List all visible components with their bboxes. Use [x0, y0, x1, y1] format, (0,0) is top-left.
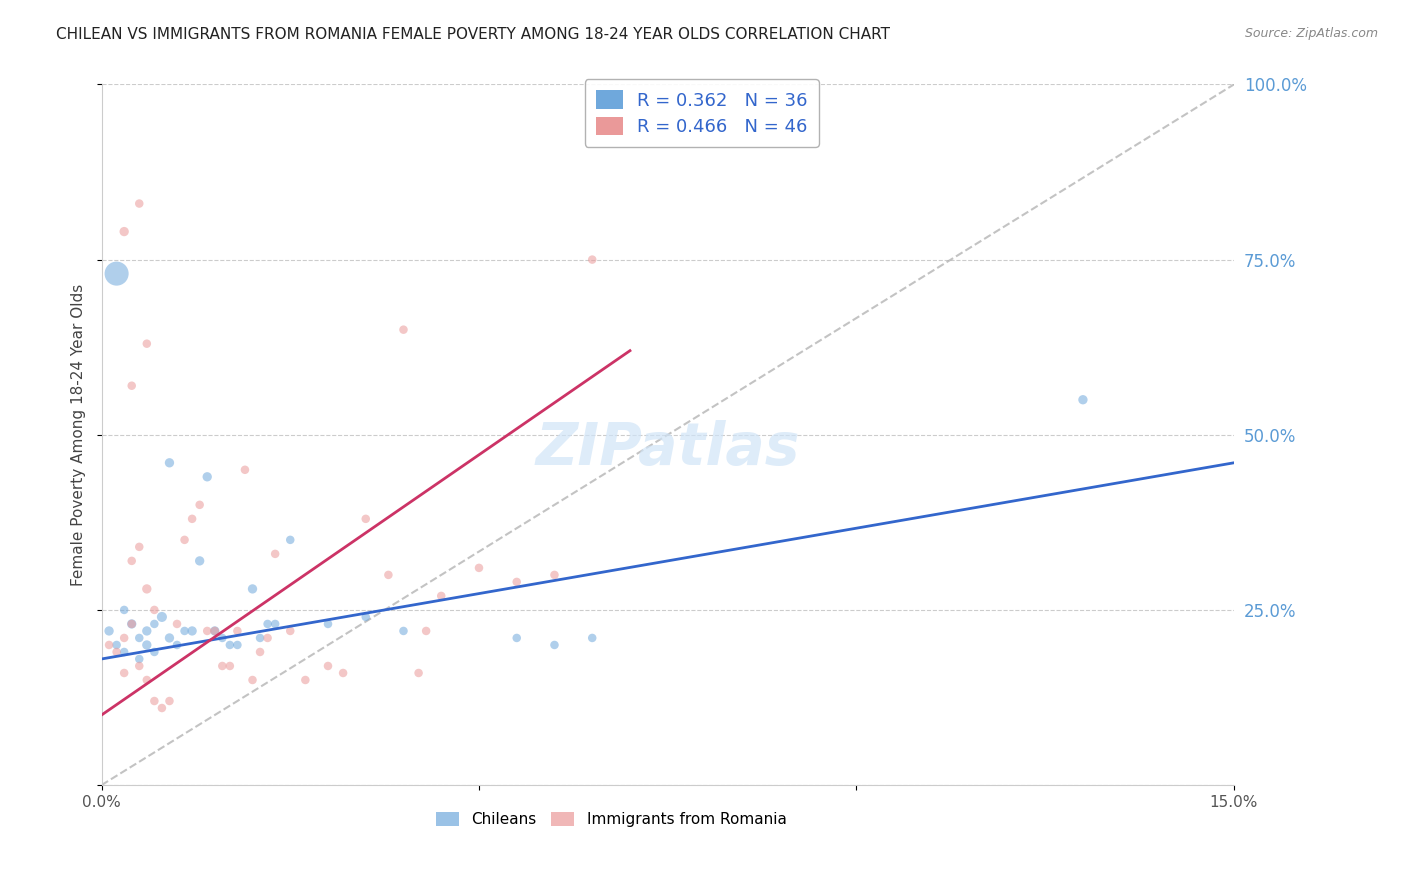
Point — [166, 616, 188, 631]
Point — [143, 694, 166, 708]
Point — [242, 582, 264, 596]
Point — [159, 631, 181, 645]
Point — [128, 652, 150, 666]
Point — [316, 659, 339, 673]
Point — [128, 631, 150, 645]
Point — [98, 624, 121, 638]
Point — [98, 638, 121, 652]
Point — [135, 673, 157, 687]
Point — [128, 659, 150, 673]
Point — [173, 533, 195, 547]
Point — [195, 470, 218, 484]
Point — [211, 659, 233, 673]
Point — [112, 603, 135, 617]
Text: CHILEAN VS IMMIGRANTS FROM ROMANIA FEMALE POVERTY AMONG 18-24 YEAR OLDS CORRELAT: CHILEAN VS IMMIGRANTS FROM ROMANIA FEMAL… — [56, 27, 890, 42]
Point — [581, 252, 603, 267]
Point — [226, 638, 249, 652]
Point — [150, 701, 173, 715]
Point — [218, 659, 240, 673]
Point — [264, 547, 287, 561]
Point — [105, 267, 128, 281]
Point — [135, 582, 157, 596]
Point — [112, 665, 135, 680]
Point — [112, 631, 135, 645]
Point — [543, 568, 565, 582]
Point — [354, 610, 377, 624]
Y-axis label: Female Poverty Among 18-24 Year Olds: Female Poverty Among 18-24 Year Olds — [72, 284, 86, 586]
Point — [204, 624, 226, 638]
Point — [430, 589, 453, 603]
Point — [150, 610, 173, 624]
Point — [256, 631, 278, 645]
Point — [256, 616, 278, 631]
Point — [112, 645, 135, 659]
Point — [143, 603, 166, 617]
Point — [128, 540, 150, 554]
Point — [135, 336, 157, 351]
Point — [188, 554, 211, 568]
Point — [581, 631, 603, 645]
Point — [278, 624, 301, 638]
Point — [112, 225, 135, 239]
Point — [105, 645, 128, 659]
Point — [135, 638, 157, 652]
Point — [316, 616, 339, 631]
Point — [211, 631, 233, 645]
Point — [377, 568, 399, 582]
Point — [159, 694, 181, 708]
Point — [218, 638, 240, 652]
Text: Source: ZipAtlas.com: Source: ZipAtlas.com — [1244, 27, 1378, 40]
Point — [278, 533, 301, 547]
Point — [408, 665, 430, 680]
Point — [543, 638, 565, 652]
Point — [143, 616, 166, 631]
Point — [415, 624, 437, 638]
Point — [506, 574, 529, 589]
Point — [105, 638, 128, 652]
Point — [159, 456, 181, 470]
Point — [468, 561, 491, 575]
Point — [242, 673, 264, 687]
Point — [264, 616, 287, 631]
Point — [121, 378, 143, 392]
Text: ZIPatlas: ZIPatlas — [536, 420, 800, 477]
Point — [233, 463, 256, 477]
Point — [166, 638, 188, 652]
Point — [188, 498, 211, 512]
Point — [354, 512, 377, 526]
Point — [1071, 392, 1094, 407]
Point — [181, 624, 204, 638]
Point — [392, 624, 415, 638]
Point — [204, 624, 226, 638]
Point — [121, 616, 143, 631]
Point — [135, 624, 157, 638]
Point — [181, 512, 204, 526]
Point — [121, 616, 143, 631]
Point — [249, 631, 271, 645]
Point — [332, 665, 354, 680]
Point — [226, 624, 249, 638]
Point — [392, 323, 415, 337]
Point — [128, 196, 150, 211]
Legend: Chileans, Immigrants from Romania: Chileans, Immigrants from Romania — [430, 806, 793, 833]
Point — [506, 631, 529, 645]
Point — [121, 554, 143, 568]
Point — [249, 645, 271, 659]
Point — [195, 624, 218, 638]
Point — [173, 624, 195, 638]
Point — [143, 645, 166, 659]
Point — [294, 673, 316, 687]
